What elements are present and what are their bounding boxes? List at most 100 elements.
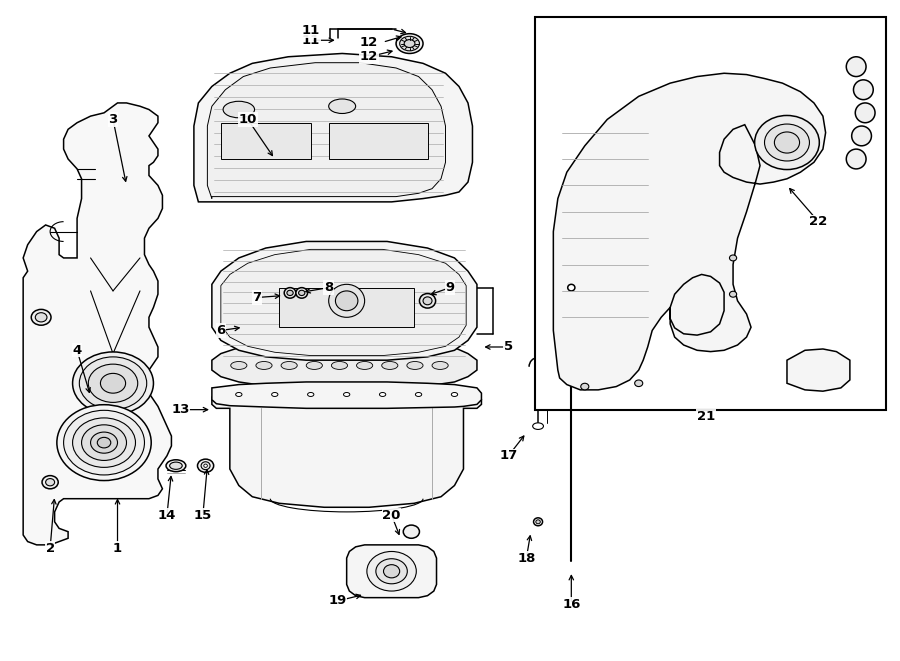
Ellipse shape <box>42 476 58 488</box>
Ellipse shape <box>281 362 297 369</box>
Ellipse shape <box>82 425 127 461</box>
Ellipse shape <box>230 362 247 369</box>
Text: 15: 15 <box>194 509 212 522</box>
Text: 14: 14 <box>158 509 176 522</box>
Ellipse shape <box>101 373 126 393</box>
Ellipse shape <box>853 80 873 100</box>
Text: 13: 13 <box>171 403 190 416</box>
Ellipse shape <box>256 362 272 369</box>
Ellipse shape <box>97 438 111 448</box>
Ellipse shape <box>754 116 819 170</box>
Polygon shape <box>207 63 446 198</box>
Ellipse shape <box>197 459 213 473</box>
Ellipse shape <box>536 520 540 524</box>
Ellipse shape <box>846 57 866 77</box>
Text: 19: 19 <box>328 594 346 607</box>
Polygon shape <box>346 545 436 598</box>
Ellipse shape <box>79 357 147 410</box>
Ellipse shape <box>403 525 419 538</box>
Text: 11: 11 <box>302 34 319 47</box>
Ellipse shape <box>91 432 118 453</box>
Polygon shape <box>194 54 473 202</box>
Ellipse shape <box>404 40 415 48</box>
Polygon shape <box>212 241 477 360</box>
Ellipse shape <box>846 149 866 169</box>
Bar <box>220 123 310 159</box>
Ellipse shape <box>203 464 207 467</box>
Ellipse shape <box>88 364 138 403</box>
Text: 6: 6 <box>216 324 226 337</box>
Ellipse shape <box>730 255 737 261</box>
Polygon shape <box>212 344 477 388</box>
Ellipse shape <box>400 36 419 51</box>
Ellipse shape <box>328 99 356 114</box>
Text: 5: 5 <box>504 340 513 354</box>
Ellipse shape <box>419 293 436 308</box>
Ellipse shape <box>287 290 293 295</box>
Ellipse shape <box>296 288 308 298</box>
Ellipse shape <box>774 132 799 153</box>
Ellipse shape <box>376 559 408 584</box>
Ellipse shape <box>534 518 543 525</box>
Polygon shape <box>212 383 482 507</box>
Ellipse shape <box>73 352 154 414</box>
Ellipse shape <box>306 362 322 369</box>
Ellipse shape <box>223 101 255 118</box>
Ellipse shape <box>356 362 373 369</box>
Ellipse shape <box>73 418 136 467</box>
Ellipse shape <box>568 284 575 291</box>
Ellipse shape <box>284 288 296 298</box>
Ellipse shape <box>855 103 875 123</box>
Text: 10: 10 <box>238 113 257 126</box>
Ellipse shape <box>169 462 182 469</box>
Polygon shape <box>220 249 466 356</box>
Ellipse shape <box>35 313 47 322</box>
Ellipse shape <box>57 405 151 481</box>
Bar <box>328 123 428 159</box>
Ellipse shape <box>336 291 358 311</box>
Text: 4: 4 <box>73 344 82 357</box>
Text: 22: 22 <box>809 215 828 228</box>
Text: 12: 12 <box>360 36 378 49</box>
Bar <box>536 17 886 410</box>
Ellipse shape <box>396 34 423 54</box>
Ellipse shape <box>382 362 398 369</box>
Bar <box>279 288 414 327</box>
Ellipse shape <box>331 362 347 369</box>
Ellipse shape <box>416 393 422 397</box>
Ellipse shape <box>272 393 278 397</box>
Ellipse shape <box>32 309 51 325</box>
Text: 2: 2 <box>46 541 55 555</box>
Ellipse shape <box>367 551 417 591</box>
Ellipse shape <box>407 362 423 369</box>
Text: 11: 11 <box>302 24 319 37</box>
Text: 16: 16 <box>562 598 580 611</box>
Ellipse shape <box>730 292 737 297</box>
Ellipse shape <box>634 380 643 387</box>
Ellipse shape <box>201 462 210 470</box>
Ellipse shape <box>580 383 589 390</box>
Ellipse shape <box>423 297 432 305</box>
Ellipse shape <box>308 393 314 397</box>
Text: 12: 12 <box>360 50 378 63</box>
Ellipse shape <box>344 393 350 397</box>
Text: 1: 1 <box>113 541 122 555</box>
Ellipse shape <box>166 460 185 472</box>
Ellipse shape <box>851 126 871 146</box>
Ellipse shape <box>328 284 364 317</box>
Text: 18: 18 <box>518 551 536 564</box>
Ellipse shape <box>64 410 145 475</box>
Text: 8: 8 <box>324 281 333 294</box>
Polygon shape <box>212 382 482 408</box>
Text: 3: 3 <box>108 113 118 126</box>
Ellipse shape <box>764 124 809 161</box>
Text: 17: 17 <box>500 449 518 462</box>
Polygon shape <box>554 73 825 390</box>
Text: 7: 7 <box>252 291 261 304</box>
Ellipse shape <box>380 393 386 397</box>
Polygon shape <box>23 103 171 545</box>
Ellipse shape <box>533 423 544 430</box>
Ellipse shape <box>451 393 457 397</box>
Ellipse shape <box>46 479 55 486</box>
Text: 21: 21 <box>697 410 716 423</box>
